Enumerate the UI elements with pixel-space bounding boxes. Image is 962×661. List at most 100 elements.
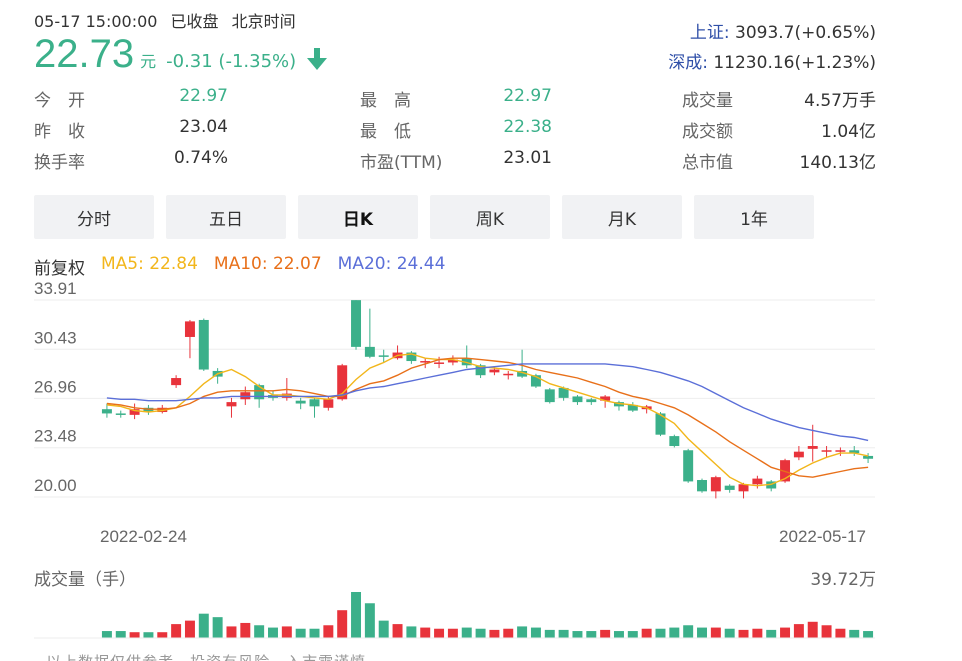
candle[interactable] <box>115 410 126 418</box>
candle[interactable] <box>558 386 569 401</box>
volume-bar <box>821 625 832 638</box>
candle[interactable] <box>613 400 624 411</box>
y-tick-label: 26.96 <box>34 377 77 396</box>
candle[interactable] <box>101 403 112 418</box>
candle[interactable] <box>226 397 237 418</box>
candle[interactable] <box>572 395 583 405</box>
candle[interactable] <box>766 480 777 492</box>
ma-legend: 前复权 MA5: 22.84 MA10: 22.07 MA20: 24.44 <box>34 254 461 279</box>
timezone-label: 北京时间 <box>231 12 296 31</box>
candle-body <box>544 389 555 403</box>
candle[interactable] <box>129 403 140 420</box>
pe-value: 23.01 <box>503 148 552 168</box>
candle-body <box>171 378 182 386</box>
candle-body <box>586 399 597 403</box>
volume-bar <box>115 631 126 638</box>
volume-bar <box>447 628 458 638</box>
volume-bar <box>849 629 860 638</box>
candle[interactable] <box>627 402 638 413</box>
low-label: 最 低 <box>360 122 411 142</box>
kline-chart[interactable]: 33.91 30.43 26.96 23.48 20.00 2022-02-24 2022-… <box>0 280 962 560</box>
candle-body <box>475 365 486 376</box>
candle[interactable] <box>406 351 417 364</box>
volume-bar <box>586 631 597 638</box>
candle[interactable] <box>184 319 195 359</box>
candle[interactable] <box>447 355 458 366</box>
volume-bar <box>807 621 818 638</box>
candle[interactable] <box>683 448 694 483</box>
index-value: 3093.7(+0.65%) <box>735 23 876 43</box>
candle-body <box>600 396 611 401</box>
candle[interactable] <box>752 475 763 489</box>
ma10-line <box>106 357 869 478</box>
candle-body <box>724 485 735 490</box>
candle[interactable] <box>710 475 721 499</box>
candle[interactable] <box>309 397 320 418</box>
candle-body <box>863 455 874 459</box>
tab-intraday[interactable]: 分时 <box>34 195 154 239</box>
candle-body <box>378 355 389 357</box>
volume-bar <box>752 628 763 638</box>
ma5-legend: MA5: 22.84 <box>101 254 198 274</box>
index-shenzhen[interactable]: 深成: 11230.16(+1.23%) <box>668 48 876 78</box>
candle[interactable] <box>655 412 666 437</box>
volume-bar <box>503 628 514 638</box>
candle-body <box>710 477 721 492</box>
candle[interactable] <box>198 318 209 371</box>
volume-bar <box>572 631 583 638</box>
candle[interactable] <box>821 446 832 458</box>
adjust-label[interactable]: 前复权 <box>34 259 85 279</box>
candle[interactable] <box>378 349 389 363</box>
volume-value: 4.57万手 <box>804 91 876 111</box>
candle[interactable] <box>544 387 555 404</box>
volume-bar <box>323 625 334 638</box>
candle-body <box>309 399 320 407</box>
candle[interactable] <box>793 446 804 461</box>
candle-body <box>849 450 860 454</box>
candle[interactable] <box>863 453 874 464</box>
period-tabs: 分时 五日 日K 周K 月K 1年 <box>34 195 826 239</box>
candle-body <box>295 400 306 404</box>
candle-body <box>655 413 666 435</box>
candle[interactable] <box>364 308 375 359</box>
candle[interactable] <box>434 356 445 369</box>
candle-body <box>129 409 140 415</box>
candle[interactable] <box>697 478 707 493</box>
candle-body <box>337 365 348 400</box>
index-shanghai[interactable]: 上证: 3093.7(+0.65%) <box>668 18 876 48</box>
tab-monthly-k[interactable]: 月K <box>562 195 682 239</box>
candle[interactable] <box>503 370 514 380</box>
candle[interactable] <box>586 397 597 405</box>
tab-five-day[interactable]: 五日 <box>166 195 286 239</box>
candle[interactable] <box>171 375 182 388</box>
candle[interactable] <box>351 300 362 350</box>
volume-bar <box>835 628 846 638</box>
volume-bar <box>669 627 680 638</box>
arrow-down-icon <box>307 48 328 70</box>
volume-bar <box>738 629 749 638</box>
ma10-legend: MA10: 22.07 <box>213 254 322 274</box>
candle-body <box>807 446 818 449</box>
amount-label: 成交额 <box>682 122 733 142</box>
candle[interactable] <box>835 447 846 456</box>
candle[interactable] <box>143 404 154 415</box>
candle[interactable] <box>461 345 472 369</box>
volume-bar <box>378 620 389 638</box>
candle-body <box>572 396 583 403</box>
candle[interactable] <box>295 397 306 410</box>
tab-one-year[interactable]: 1年 <box>694 195 814 239</box>
candle[interactable] <box>738 482 749 499</box>
candle[interactable] <box>724 484 735 493</box>
volume-bar <box>530 627 541 638</box>
open-label: 今 开 <box>34 91 85 111</box>
disclaimer-note: - 以上数据仅供参考，投资有风险，入市需谨慎 <box>34 651 366 661</box>
candle[interactable] <box>669 434 680 448</box>
candle-body <box>821 450 832 452</box>
volume-chart[interactable] <box>0 586 962 642</box>
volume-bar <box>724 628 735 638</box>
tab-daily-k[interactable]: 日K <box>298 195 418 239</box>
tab-weekly-k[interactable]: 周K <box>430 195 550 239</box>
ma20-legend: MA20: 24.44 <box>337 254 446 274</box>
market-cap-label: 总市值 <box>682 153 733 173</box>
candle[interactable] <box>849 446 860 456</box>
